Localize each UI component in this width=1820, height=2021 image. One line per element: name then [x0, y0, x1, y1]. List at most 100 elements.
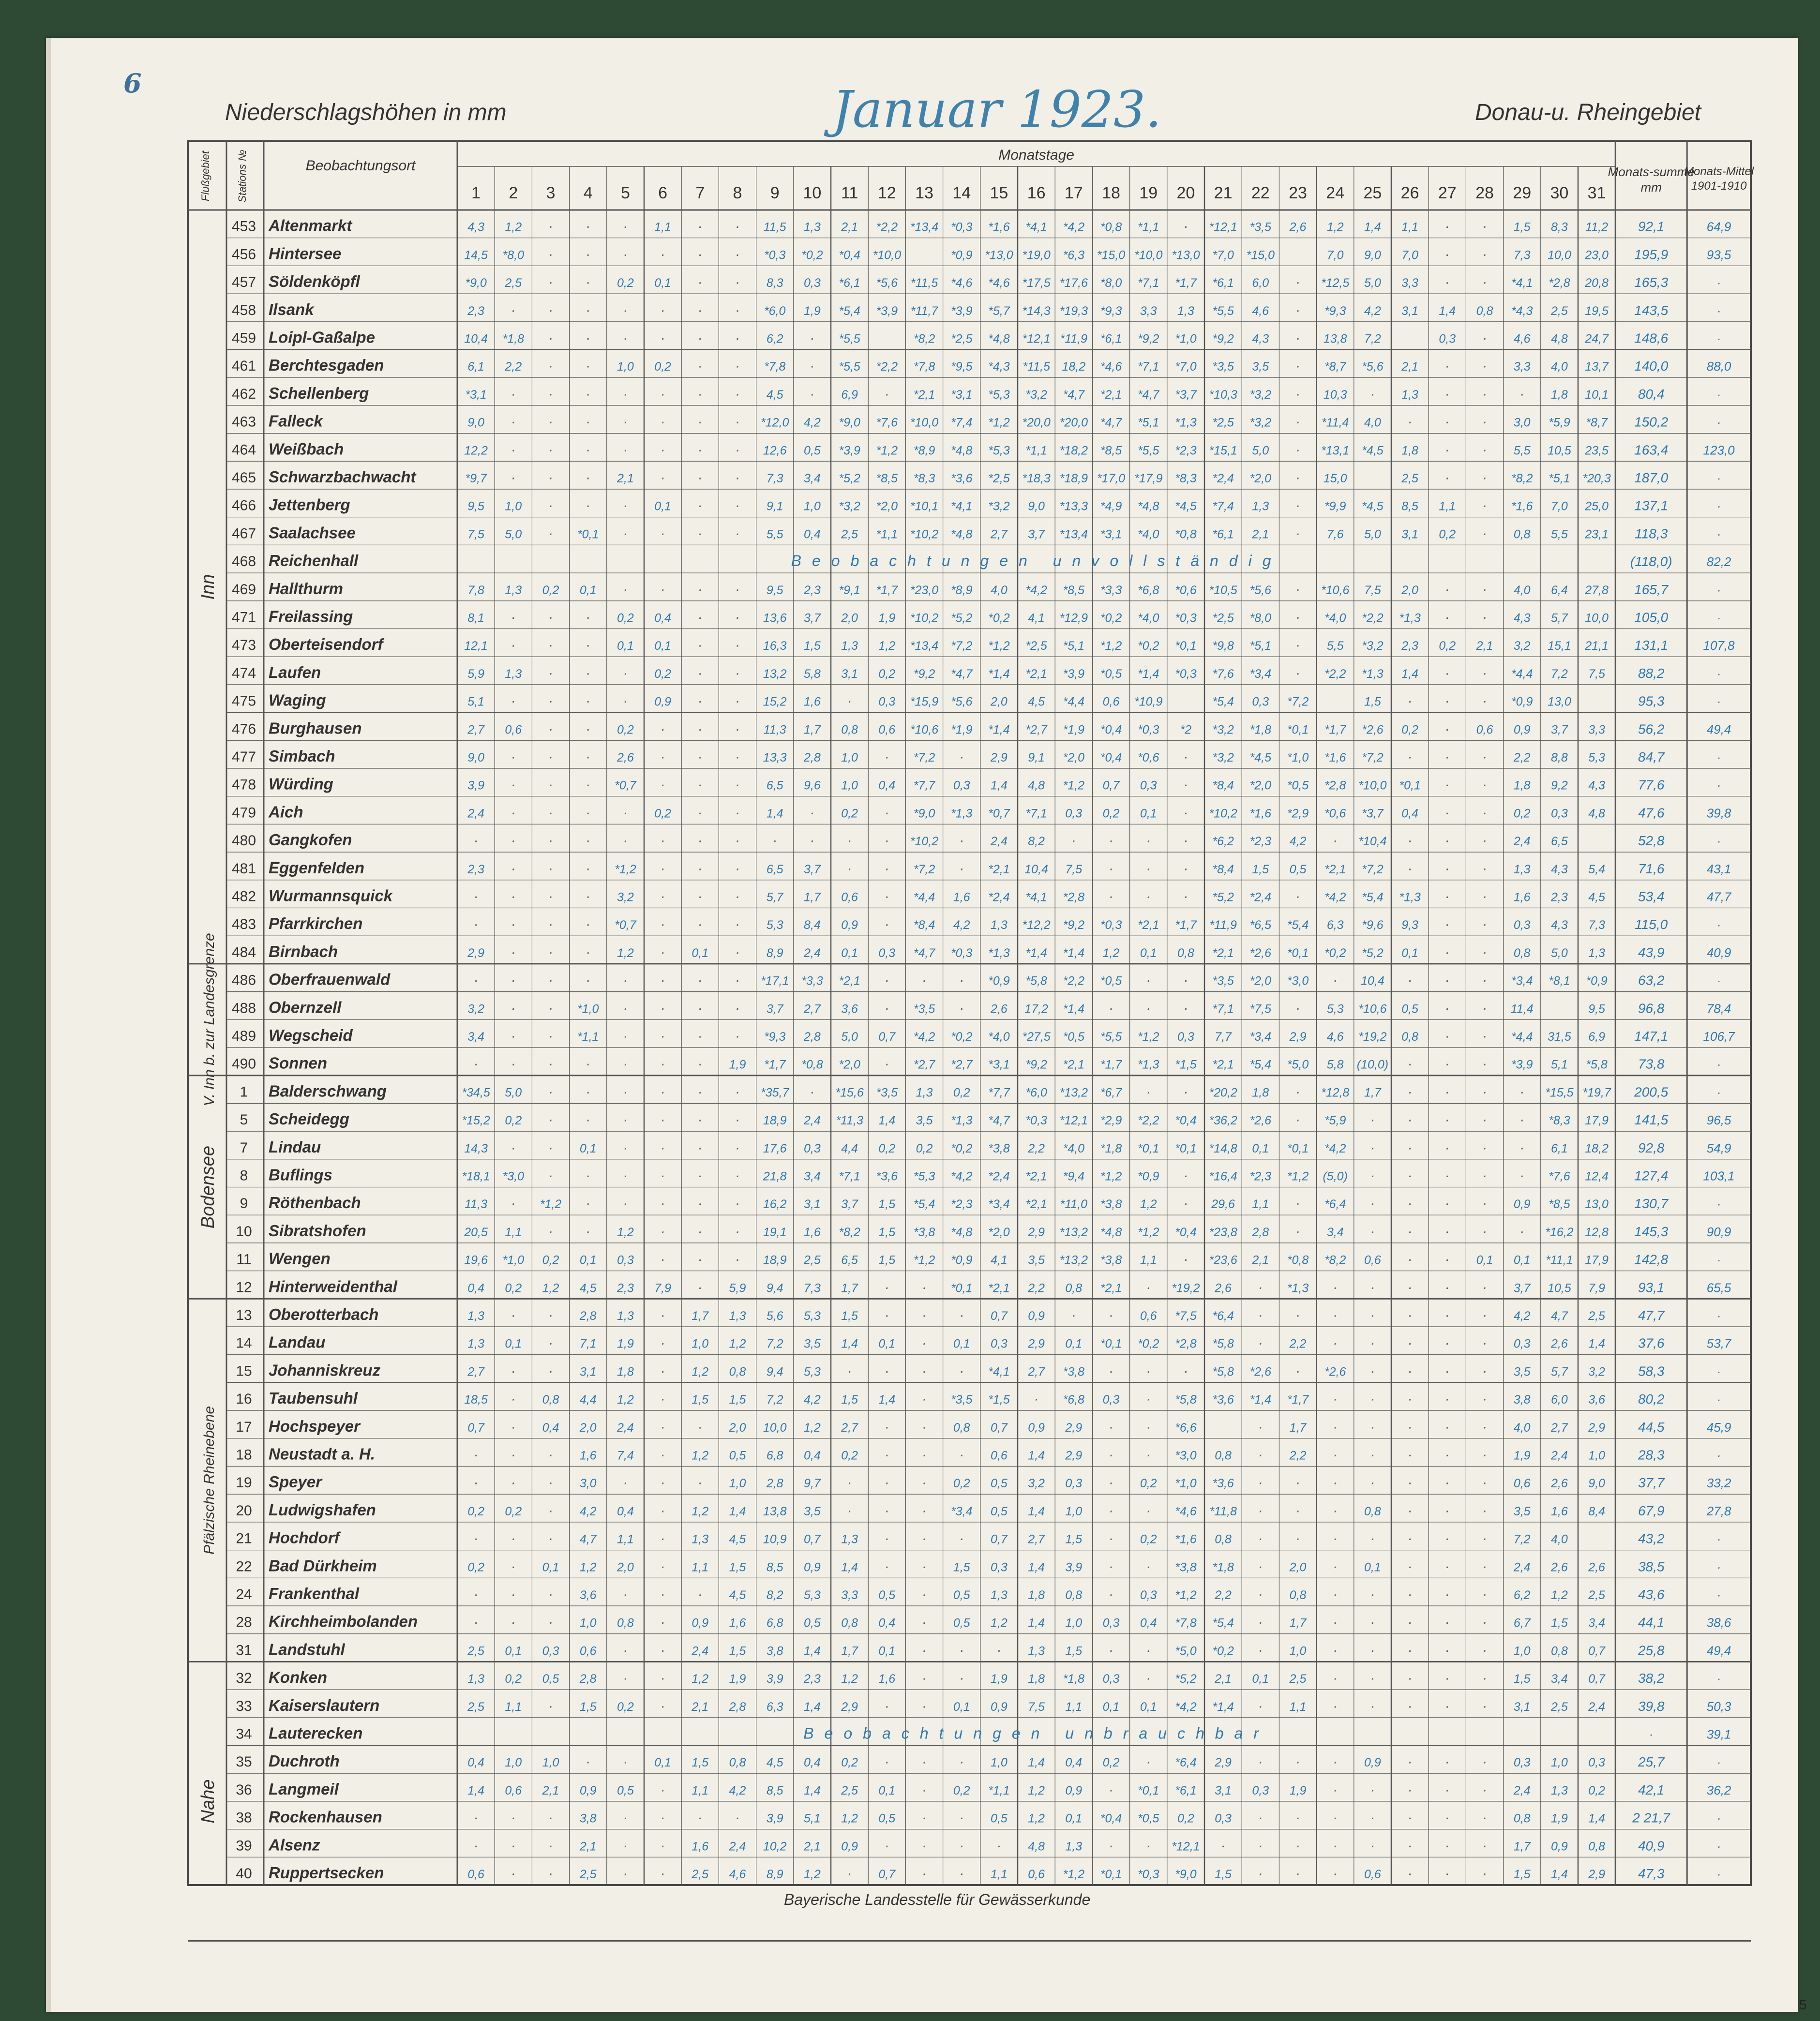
day-value: 2,7 — [467, 723, 485, 736]
day-value: *4,2 — [951, 1170, 973, 1183]
day-value: *3,5 — [1212, 974, 1234, 988]
day-value: 2,2 — [1214, 1588, 1232, 1602]
day-value: · — [1295, 1866, 1300, 1882]
day-value: 0,8 — [1290, 1588, 1307, 1602]
day-value: 3,2 — [1588, 1365, 1605, 1378]
day-value: 0,8 — [1514, 527, 1531, 541]
day-value: 4,3 — [1514, 612, 1531, 625]
day-value: 5,5 — [767, 527, 783, 541]
day-value: · — [698, 1084, 703, 1100]
day-value: · — [548, 219, 553, 235]
day-value: 0,1 — [1140, 807, 1157, 820]
day-value: · — [698, 637, 703, 653]
day-value: *0,2 — [1100, 612, 1122, 625]
day-value: 1,3 — [692, 1533, 708, 1546]
day-value: · — [548, 1447, 553, 1463]
day-value: 1,0 — [617, 360, 634, 374]
day-value: 0,5 — [804, 444, 821, 457]
day-value: *3,2 — [839, 500, 860, 513]
station-name: Saalachsee — [269, 524, 356, 541]
day-value: 0,1 — [542, 1560, 559, 1574]
day-value: 0,2 — [953, 1784, 970, 1797]
day-header: 3 — [546, 184, 556, 202]
day-value: 5,7 — [1551, 1365, 1568, 1378]
station-name: Taubensuhl — [269, 1389, 358, 1407]
day-value: *3,2 — [1362, 639, 1384, 653]
monthly-sum: 141,5 — [1634, 1112, 1668, 1127]
day-value: · — [1445, 777, 1450, 793]
monthly-mean: · — [1717, 834, 1721, 848]
day-value: 10,0 — [763, 1421, 787, 1435]
day-value: 4,2 — [804, 416, 821, 430]
day-value: 11,3 — [764, 723, 786, 736]
day-value: 2,4 — [1513, 1560, 1531, 1574]
day-value: *5,1 — [1250, 639, 1271, 653]
day-value: 1,5 — [953, 1560, 970, 1574]
day-value: · — [885, 805, 889, 821]
station-number: 459 — [232, 330, 256, 346]
day-value: 18,2 — [1062, 360, 1085, 374]
day-value: *5,5 — [1138, 444, 1159, 457]
day-value: 12,8 — [1585, 1226, 1609, 1239]
day-value: 0,1 — [505, 1337, 522, 1351]
day-value: 8,5 — [1401, 500, 1418, 513]
monthly-sum: 127,4 — [1634, 1168, 1668, 1183]
day-value: · — [1408, 1168, 1413, 1184]
day-value: · — [511, 302, 516, 318]
day-value: · — [1146, 1838, 1151, 1854]
day-value: 0,6 — [505, 723, 522, 736]
day-value: 1,3 — [1551, 1784, 1568, 1797]
day-value: *2,6 — [1362, 723, 1384, 736]
day-value: 0,4 — [467, 1281, 484, 1295]
day-value: 1,0 — [505, 1756, 522, 1769]
station-name: Frankenthal — [269, 1585, 360, 1602]
day-value: 0,7 — [878, 1868, 896, 1881]
day-value: 0,1 — [654, 500, 671, 513]
monthly-sum: 150,2 — [1634, 415, 1668, 430]
day-value: · — [1482, 1447, 1487, 1463]
day-value: 0,9 — [1514, 1198, 1531, 1211]
day-value: 3,9 — [767, 1672, 783, 1686]
day-value: · — [735, 1000, 740, 1016]
day-value: · — [1183, 1252, 1188, 1268]
day-value: *1,8 — [1212, 1560, 1234, 1574]
header-title: Januar 1923. — [832, 80, 1162, 139]
day-value: *2,4 — [988, 1170, 1009, 1183]
day-value: *19,7 — [1582, 1086, 1611, 1099]
day-value: 6,9 — [1588, 1030, 1605, 1044]
monthly-mean: · — [1717, 583, 1721, 597]
day-value: · — [1482, 1698, 1487, 1714]
day-value: *2,1 — [1212, 1058, 1233, 1072]
day-value: *7,1 — [1138, 276, 1159, 290]
day-value: 7,2 — [767, 1393, 783, 1407]
day-value: 0,1 — [1103, 1700, 1120, 1714]
monthly-mean: · — [1717, 917, 1721, 932]
day-value: · — [1482, 916, 1487, 932]
monthly-sum: 67,9 — [1638, 1503, 1665, 1518]
day-value: *3,1 — [1100, 527, 1122, 541]
day-value: · — [548, 274, 553, 290]
day-value: 2,3 — [803, 1672, 821, 1686]
day-value: 10,3 — [1324, 388, 1347, 402]
day-value: 23,5 — [1584, 444, 1609, 457]
day-value: *14,3 — [1022, 304, 1050, 318]
day-value: *17,9 — [1134, 472, 1162, 485]
day-value: · — [1445, 1475, 1450, 1491]
station-number: 471 — [232, 610, 256, 626]
day-value: *4,8 — [951, 444, 973, 457]
day-value: 1,6 — [729, 1617, 746, 1630]
day-value: · — [1445, 1670, 1450, 1686]
day-value: *1,7 — [1175, 918, 1197, 932]
day-value: 1,7 — [692, 1309, 709, 1323]
day-value: · — [1109, 1475, 1113, 1491]
day-value: 3,4 — [1588, 1617, 1605, 1630]
monthly-sum: 43,2 — [1638, 1531, 1665, 1546]
day-value: *2,1 — [914, 388, 935, 402]
day-value: 1,0 — [542, 1756, 559, 1769]
day-value: · — [548, 1866, 553, 1882]
monthly-sum: 95,3 — [1638, 694, 1665, 709]
day-value: · — [548, 749, 553, 765]
day-value: 1,2 — [580, 1560, 597, 1574]
day-value: *13,0 — [1172, 248, 1200, 262]
day-value: 8,3 — [1551, 221, 1568, 234]
